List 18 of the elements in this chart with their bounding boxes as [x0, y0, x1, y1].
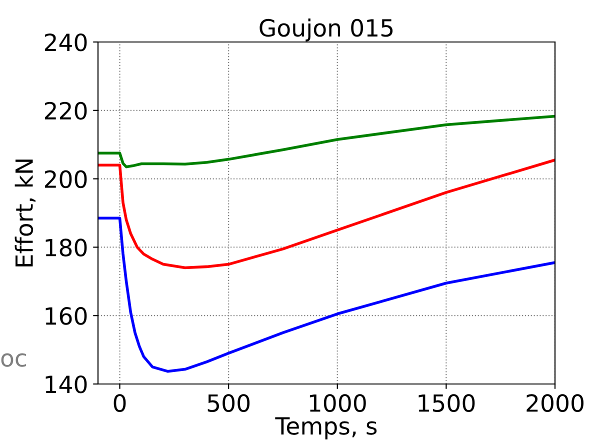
- y-tick-label: 200: [44, 170, 87, 188]
- line-series: [98, 158, 555, 270]
- y-axis-title: Effort, kN: [14, 160, 36, 266]
- x-axis-title: Temps, s: [275, 417, 377, 440]
- y-tick-label: 220: [44, 102, 87, 120]
- x-tick-label: 2000: [526, 394, 584, 412]
- y-tick-label: 140: [46, 375, 87, 394]
- x-tick-label: 0: [114, 394, 126, 412]
- x-tick-label: 1500: [418, 394, 475, 412]
- line-series: [98, 216, 555, 373]
- y-tick-label: 160: [46, 307, 87, 325]
- chart-title: Goujon 015: [260, 18, 393, 42]
- y-tick-label: 240: [44, 33, 87, 52]
- text: oc: [1, 353, 26, 367]
- y-tick-label: 180: [46, 238, 87, 257]
- line-series: [98, 114, 555, 168]
- x-tick-label: 1000: [310, 394, 366, 412]
- x-tick-label: 500: [208, 394, 250, 412]
